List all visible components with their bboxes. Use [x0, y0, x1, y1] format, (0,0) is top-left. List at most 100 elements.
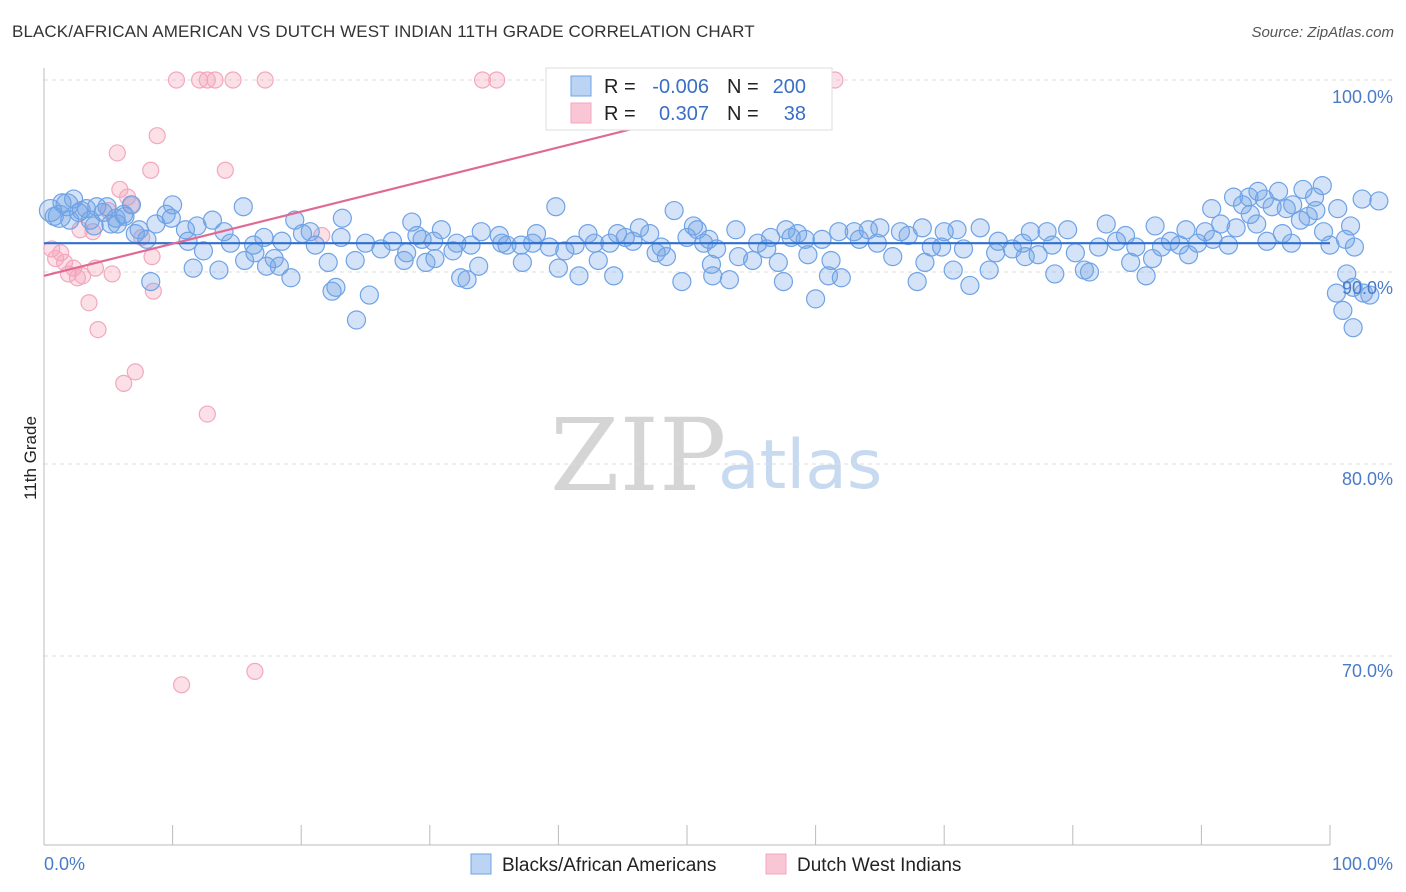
series-legend: Blacks/African Americans Dutch West Indi… [470, 853, 961, 876]
data-point-blacks-african-americans [1312, 176, 1332, 196]
data-point-blacks-african-americans [1223, 187, 1244, 207]
data-point-dutch-west-indians [488, 71, 506, 89]
y-tick-label-100: 100.0% [1332, 87, 1393, 107]
watermark-zip: ZIP [550, 397, 726, 514]
data-point-blacks-african-americans [1360, 285, 1380, 305]
data-point-dutch-west-indians [108, 144, 126, 162]
data-point-blacks-african-americans [569, 266, 589, 286]
data-point-blacks-african-americans [121, 195, 142, 215]
bottom-legend-swatch-blue [470, 853, 492, 875]
legend-swatch-blue [570, 75, 592, 97]
data-point-blacks-african-americans [443, 241, 463, 261]
data-point-blacks-african-americans [664, 200, 684, 221]
data-point-blacks-african-americans [805, 289, 826, 309]
data-point-dutch-west-indians [224, 71, 242, 89]
data-point-blacks-african-americans [1326, 283, 1347, 303]
data-point-blacks-african-americans [719, 270, 740, 290]
data-point-dutch-west-indians [89, 321, 107, 339]
data-point-blacks-african-americans [359, 285, 379, 305]
data-point-blacks-african-americans [1240, 204, 1260, 224]
data-point-blacks-african-americans [382, 231, 403, 251]
y-tick-label-80: 80.0% [1342, 469, 1393, 489]
data-point-blacks-african-americans [332, 208, 352, 228]
blacks-african-americans-points [38, 176, 1389, 338]
data-point-blacks-african-americans [326, 277, 346, 297]
data-point-blacks-african-americans [757, 239, 777, 259]
data-point-blacks-african-americans [1045, 264, 1065, 284]
data-point-blacks-african-americans [760, 227, 781, 248]
data-point-blacks-african-americans [272, 231, 292, 251]
data-point-dutch-west-indians [142, 161, 160, 179]
data-point-blacks-african-americans [1142, 248, 1163, 269]
data-point-blacks-african-americans [1195, 222, 1215, 242]
data-point-blacks-african-americans [141, 272, 161, 292]
data-point-blacks-african-americans [742, 250, 763, 271]
data-point-blacks-african-americans [1218, 235, 1239, 255]
data-point-dutch-west-indians [167, 71, 186, 89]
data-point-blacks-african-americans [371, 239, 391, 259]
data-point-blacks-african-americans [883, 247, 903, 267]
data-point-blacks-african-americans [1015, 247, 1035, 267]
data-point-dutch-west-indians [103, 265, 121, 283]
dutch-west-indians-points [43, 71, 844, 694]
data-point-blacks-african-americans [129, 220, 149, 240]
data-point-blacks-african-americans [1239, 187, 1259, 207]
data-point-blacks-african-americans [1226, 218, 1246, 238]
data-point-blacks-african-americans [677, 227, 697, 248]
data-point-blacks-african-americans [209, 260, 229, 280]
data-point-blacks-african-americans [672, 272, 692, 292]
data-point-blacks-african-americans [1088, 237, 1109, 257]
legend-n-value-1: 200 [773, 76, 806, 98]
data-point-blacks-african-americans [1333, 300, 1353, 320]
data-point-blacks-african-americans [821, 250, 841, 271]
data-point-blacks-african-americans [471, 222, 491, 242]
y-tick-label-90: 90.0% [1342, 278, 1393, 298]
y-axis-label: 11th Grade [21, 416, 40, 500]
data-point-blacks-african-americans [526, 224, 547, 244]
data-point-dutch-west-indians [52, 244, 70, 262]
data-point-blacks-african-americans [183, 258, 203, 278]
correlation-legend: R = -0.006 N = 200 R = 0.307 N = 38 [545, 67, 833, 131]
data-point-blacks-african-americans [953, 239, 974, 259]
data-point-blacks-african-americans [1058, 220, 1078, 240]
data-point-blacks-african-americans [1257, 231, 1277, 251]
data-point-blacks-african-americans [907, 272, 927, 292]
data-point-dutch-west-indians [43, 240, 61, 258]
legend-r-label-1: R = [604, 76, 636, 98]
x-ticks [43, 825, 1331, 845]
data-point-blacks-african-americans [322, 281, 342, 301]
data-point-blacks-african-americans [156, 204, 176, 224]
data-point-dutch-west-indians [122, 196, 141, 214]
data-point-blacks-african-americans [1176, 220, 1196, 240]
data-point-blacks-african-americans [1328, 199, 1348, 219]
x-tick-label-100: 100.0% [1332, 854, 1393, 874]
data-point-blacks-african-americans [235, 250, 255, 271]
data-point-blacks-african-americans [331, 227, 351, 248]
data-point-blacks-african-americans [615, 227, 635, 248]
data-point-blacks-african-americans [703, 266, 723, 286]
data-point-blacks-african-americans [233, 197, 253, 217]
data-point-blacks-african-americans [1369, 191, 1389, 211]
data-point-dutch-west-indians [206, 71, 224, 89]
data-point-blacks-african-americans [1298, 206, 1318, 226]
data-point-dutch-west-indians [246, 662, 264, 680]
data-point-blacks-african-americans [1042, 235, 1062, 255]
data-point-dutch-west-indians [256, 71, 274, 89]
data-point-blacks-african-americans [202, 210, 223, 230]
data-point-blacks-african-americans [546, 197, 566, 217]
data-point-blacks-african-americans [1344, 237, 1365, 257]
data-point-blacks-african-americans [97, 197, 117, 217]
data-point-blacks-african-americans [457, 270, 477, 290]
data-point-blacks-african-americans [461, 235, 481, 255]
data-point-blacks-african-americans [890, 222, 911, 242]
data-point-blacks-african-americans [706, 239, 727, 259]
bottom-legend-label-dutch: Dutch West Indians [797, 855, 961, 876]
legend-swatch-pink [570, 102, 592, 124]
data-point-blacks-african-americans [683, 216, 704, 236]
x-tick-label-0: 0.0% [44, 854, 85, 874]
data-point-blacks-african-americans [269, 256, 289, 276]
data-point-blacks-african-americans [431, 220, 451, 240]
legend-n-label-2: N = [727, 103, 759, 125]
data-point-blacks-african-americans [1136, 266, 1156, 286]
